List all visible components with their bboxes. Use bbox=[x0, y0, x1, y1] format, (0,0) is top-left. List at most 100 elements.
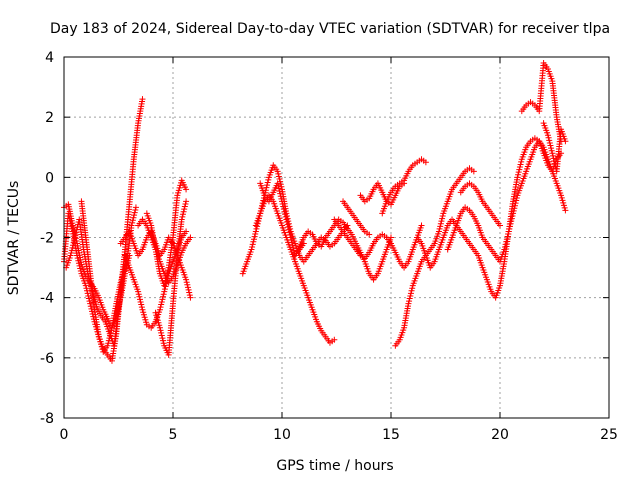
data-point bbox=[85, 292, 92, 299]
x-tick-label: 5 bbox=[169, 427, 178, 443]
data-point bbox=[501, 243, 508, 250]
data-point bbox=[265, 176, 272, 183]
data-point bbox=[501, 246, 508, 253]
data-point bbox=[140, 311, 147, 318]
data-point bbox=[143, 319, 150, 326]
data-point bbox=[184, 281, 191, 288]
data-point bbox=[509, 213, 516, 220]
data-point bbox=[559, 197, 566, 204]
data-point bbox=[183, 198, 190, 205]
data-point bbox=[155, 319, 162, 326]
data-point bbox=[160, 340, 167, 347]
data-point bbox=[408, 287, 415, 294]
data-point bbox=[163, 272, 170, 279]
data-point bbox=[560, 199, 567, 206]
data-point bbox=[154, 317, 161, 324]
data-point bbox=[547, 142, 554, 149]
data-point bbox=[285, 226, 292, 233]
data-point bbox=[161, 280, 168, 287]
data-point bbox=[285, 224, 292, 231]
data-point bbox=[132, 206, 139, 213]
data-point bbox=[158, 329, 165, 336]
axis-ticks: 0 5 10 15 20 25 -8 -6 -4 -2 0 2 4 bbox=[40, 50, 618, 443]
data-point bbox=[514, 174, 521, 181]
data-point bbox=[250, 236, 257, 243]
series-track-20 bbox=[444, 138, 569, 265]
data-point bbox=[288, 239, 295, 246]
data-point bbox=[83, 285, 90, 292]
data-point bbox=[549, 152, 556, 159]
series-track-8 bbox=[152, 198, 190, 358]
data-point bbox=[135, 291, 142, 298]
data-point bbox=[438, 218, 445, 225]
data-point bbox=[186, 289, 193, 296]
data-point bbox=[160, 291, 167, 298]
data-point bbox=[98, 341, 105, 348]
y-tick-label: -2 bbox=[40, 231, 54, 247]
data-point bbox=[98, 343, 105, 350]
data-point bbox=[548, 145, 555, 152]
data-point bbox=[138, 301, 145, 308]
data-point bbox=[135, 288, 142, 295]
data-point bbox=[418, 222, 425, 229]
data-point bbox=[407, 290, 414, 297]
data-point bbox=[550, 155, 557, 162]
data-point bbox=[435, 228, 442, 235]
x-tick-label: 10 bbox=[273, 427, 291, 443]
data-point bbox=[160, 293, 167, 300]
data-point bbox=[286, 229, 293, 236]
data-point bbox=[128, 222, 135, 229]
data-point bbox=[511, 202, 518, 209]
data-point bbox=[87, 303, 94, 310]
data-point bbox=[163, 274, 170, 281]
data-point bbox=[131, 209, 138, 216]
y-tick-label: -4 bbox=[40, 291, 54, 307]
data-point bbox=[366, 231, 373, 238]
data-point bbox=[157, 304, 164, 311]
data-point bbox=[180, 208, 187, 215]
data-point bbox=[84, 287, 91, 294]
data-point bbox=[510, 210, 517, 217]
data-point bbox=[140, 309, 147, 316]
data-point bbox=[129, 217, 136, 224]
data-point bbox=[130, 214, 137, 221]
data-point bbox=[277, 193, 284, 200]
x-tick-label: 25 bbox=[600, 427, 618, 443]
data-point bbox=[275, 170, 282, 177]
data-point bbox=[104, 342, 111, 349]
data-point bbox=[497, 222, 503, 229]
data-point bbox=[276, 188, 283, 195]
series-track-21 bbox=[457, 180, 503, 229]
data-point bbox=[437, 223, 444, 230]
data-point bbox=[179, 213, 186, 220]
data-point bbox=[139, 306, 146, 313]
data-point bbox=[518, 158, 525, 165]
data-point bbox=[87, 300, 94, 307]
chart-title: Day 183 of 2024, Sidereal Day-to-day VTE… bbox=[50, 21, 610, 37]
x-tick-label: 15 bbox=[382, 427, 400, 443]
data-point bbox=[132, 204, 139, 211]
data-point bbox=[289, 242, 296, 249]
data-point bbox=[67, 252, 74, 259]
data-point bbox=[152, 309, 159, 316]
data-point bbox=[545, 134, 552, 141]
series-track-13 bbox=[292, 216, 394, 283]
data-point bbox=[156, 306, 163, 313]
data-point bbox=[561, 204, 568, 211]
data-point bbox=[159, 296, 166, 303]
data-point bbox=[284, 221, 291, 228]
data-point bbox=[139, 96, 146, 103]
data-point bbox=[72, 231, 79, 238]
data-point bbox=[153, 312, 160, 319]
data-point bbox=[82, 282, 89, 289]
series-track-23 bbox=[540, 120, 569, 175]
data-point bbox=[283, 216, 290, 223]
data-point bbox=[558, 192, 565, 199]
data-point bbox=[278, 195, 285, 202]
data-point bbox=[506, 225, 513, 232]
data-point bbox=[186, 292, 193, 299]
data-point bbox=[156, 322, 163, 329]
data-point bbox=[252, 228, 259, 235]
data-point bbox=[157, 327, 164, 334]
